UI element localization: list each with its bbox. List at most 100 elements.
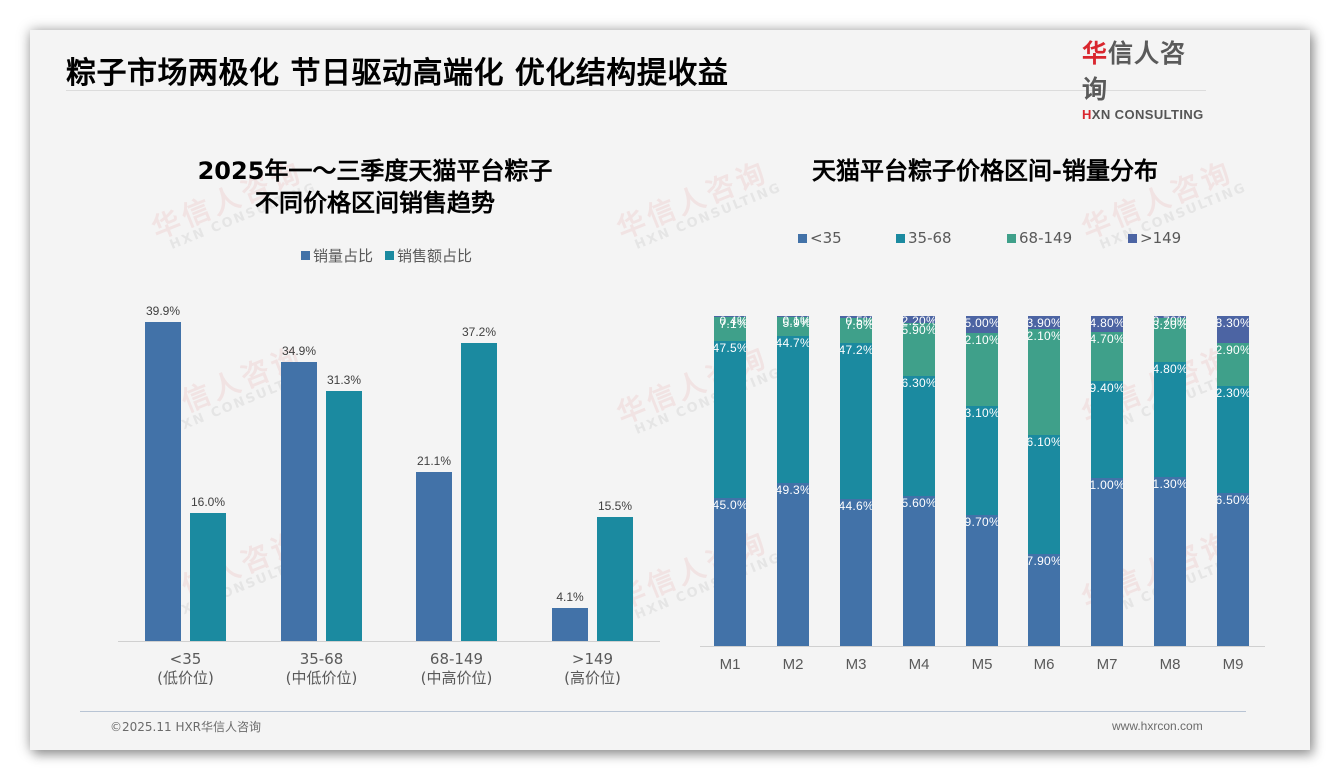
bar-sales-share [190, 513, 226, 641]
stack-segment-35-68: 44.7% [777, 335, 809, 484]
left-chart-title-line1: 2025年一～三季度天猫平台粽子 [197, 157, 553, 185]
segment-clip: 51.30% [1154, 477, 1186, 491]
stack-segment->149: 8.30% [1217, 316, 1249, 344]
segment-value-label: 36.30% [903, 375, 935, 390]
category-range: <35 [169, 650, 202, 668]
segment-clip: 14.70% [1091, 332, 1123, 346]
segment-value-label: 51.00% [1091, 477, 1123, 492]
bar-value-label: 37.2% [461, 325, 497, 340]
stack-segment-35-68: 47.2% [840, 343, 872, 499]
stack-segment-<35: 45.60% [903, 495, 935, 646]
legend-swatch [1128, 233, 1137, 243]
x-axis-month-label: M8 [1159, 656, 1181, 673]
segment-value-label: 4.80% [1091, 316, 1123, 330]
bar-value-label: 15.5% [597, 499, 633, 513]
segment-clip: 45.0% [714, 498, 746, 512]
bar-sales-share [326, 390, 362, 641]
bar-value-label: 4.1% [556, 590, 584, 605]
segment-clip: 7.6% [840, 318, 872, 332]
segment-clip: 22.10% [966, 333, 998, 347]
stack-segment->149: 4.80% [1091, 316, 1123, 333]
logo-cn-text: 华信人咨询 [1082, 34, 1212, 106]
segment-clip: 4.80% [1091, 316, 1123, 330]
stack-segment-35-68: 33.10% [966, 405, 998, 515]
segment-value-label: 44.7% [777, 335, 809, 350]
footer-website: www.hxrcon.com [1112, 719, 1203, 733]
x-axis-month-label: M9 [1222, 656, 1244, 673]
bar-value-label: 31.3% [326, 372, 362, 387]
segment-clip: 15.90% [903, 323, 935, 337]
segment-value-label: 34.80% [1154, 361, 1186, 376]
stack-segment->149: 3.90% [1028, 316, 1060, 329]
stack-segment->149: 5.00% [966, 316, 998, 333]
segment-value-label: 46.50% [1217, 492, 1249, 507]
legend-item-volume: 销量占比 [301, 245, 373, 266]
segment-value-label: 44.6% [840, 498, 872, 513]
bar-value-label: 21.1% [416, 454, 452, 469]
x-axis-category-label: <35 (低价位) [126, 650, 246, 688]
stack-segment-68-149: 7.6% [840, 317, 872, 344]
stack-segment-<35: 46.50% [1217, 492, 1249, 646]
segment-value-label: 32.10% [1028, 328, 1060, 343]
segment-value-label: 49.3% [777, 483, 809, 498]
stack-segment-68-149: 32.10% [1028, 328, 1060, 435]
title-divider [66, 90, 1206, 91]
segment-clip: 45.60% [903, 496, 935, 510]
stack-segment->149: 0.5% [840, 315, 872, 327]
segment-clip: 36.30% [903, 376, 935, 390]
category-range: >149 [571, 650, 614, 668]
legend-item-0: <35 [798, 229, 842, 247]
segment-value-label: 27.90% [1028, 553, 1060, 568]
stack-segment-35-68: 32.30% [1217, 385, 1249, 493]
bar-volume-share [281, 361, 317, 641]
segment-value-label: 8.30% [1217, 316, 1249, 330]
legend-label: 68-149 [1019, 229, 1073, 247]
x-axis-line [118, 641, 660, 642]
legend-item-2: 68-149 [1007, 229, 1072, 247]
category-range: 68-149 [429, 650, 484, 668]
x-axis-month-label: M7 [1096, 656, 1118, 673]
segment-clip: 36.10% [1028, 435, 1060, 449]
segment-value-label: 2.20% [903, 314, 935, 328]
x-axis-category-label: >149 (高价位) [533, 650, 653, 688]
x-axis-category-label: 68-149 (中高价位) [397, 650, 517, 688]
stack-segment-<35: 49.3% [777, 483, 809, 646]
left-chart-title: 2025年一～三季度天猫平台粽子 不同价格区间销售趋势 [130, 155, 620, 219]
legend-swatch-sales [385, 251, 395, 260]
segment-clip: 34.80% [1154, 362, 1186, 376]
legend-label: <35 [810, 229, 842, 247]
left-chart-title-line2: 不同价格区间销售趋势 [255, 189, 495, 217]
right-chart-title: 天猫平台粽子价格区间-销量分布 [812, 157, 1158, 185]
stack-segment-<35: 45.0% [714, 497, 746, 646]
legend-label: >149 [1140, 229, 1182, 247]
segment-clip: 7.1% [714, 317, 746, 331]
logo-en-text: HXN CONSULTING [1082, 107, 1212, 122]
legend-item-3: >149 [1128, 229, 1181, 247]
x-axis-month-label: M6 [1033, 656, 1055, 673]
segment-value-label: 5.00% [966, 316, 998, 330]
segment-value-label: 45.60% [903, 495, 935, 510]
footer-copyright: ©2025.11 HXR华信人咨询 [110, 720, 262, 734]
logo-en-mark: H [1082, 107, 1092, 122]
segment-value-label: 0.5% [845, 314, 872, 328]
company-logo: 华信人咨询 HXN CONSULTING [1082, 34, 1212, 122]
legend-item-sales: 销售额占比 [385, 245, 472, 266]
bar-sales-share [461, 343, 497, 641]
x-axis-month-label: M4 [908, 656, 930, 673]
stack-segment-68-149: 14.70% [1091, 332, 1123, 381]
category-tier: (中低价位) [285, 669, 358, 687]
legend-label-sales: 销售额占比 [397, 247, 473, 265]
stack-segment->149: 2.20% [903, 315, 935, 327]
legend-label-volume: 销量占比 [313, 247, 374, 265]
bar-value-label: 16.0% [190, 495, 226, 509]
logo-en-name: XN CONSULTING [1091, 107, 1204, 122]
x-axis-month-label: M2 [782, 656, 804, 673]
segment-clip: 12.90% [1217, 343, 1249, 357]
stack-segment->149: 0.4% [714, 315, 746, 327]
segment-value-label: 29.40% [1091, 380, 1123, 395]
segment-value-label: 0.4% [719, 314, 746, 328]
stack-segment-35-68: 34.80% [1154, 361, 1186, 477]
segment-clip: 3.90% [1028, 316, 1060, 330]
logo-cn-name: 信人咨询 [1082, 39, 1187, 104]
x-axis-category-label: 35-68 (中低价位) [262, 650, 382, 688]
